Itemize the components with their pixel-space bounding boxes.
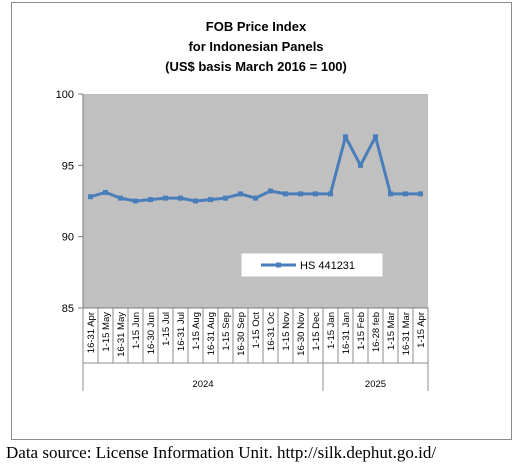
data-point-marker [328, 191, 333, 197]
data-point-marker [223, 195, 228, 201]
data-point-marker [388, 191, 393, 197]
y-tick-label: 90 [62, 232, 74, 244]
x-tick-label: 16-31 Oc [266, 312, 277, 351]
data-source-note: Data source: License Information Unit. h… [6, 443, 437, 462]
y-tick-label: 85 [62, 303, 74, 315]
chart-title-line: for Indonesian Panels [188, 39, 323, 54]
data-point-marker [373, 134, 378, 140]
data-point-marker [418, 191, 423, 197]
x-tick-label: 1-15 Sep [221, 312, 232, 351]
x-tick-label: 16-30 Nov [296, 312, 307, 356]
data-point-marker [403, 191, 408, 197]
x-tick-label: 1-15 Feb [356, 312, 367, 350]
chart-svg: FOB Price Index for Indonesian Panels (US$… [56, 19, 429, 391]
data-point-marker [103, 189, 108, 195]
x-tick-label: 1-15 Jun [131, 312, 142, 349]
y-tick-label: 100 [56, 89, 74, 101]
y-tick-label: 95 [62, 160, 74, 172]
x-tick-label: 1-15 Apr [416, 312, 427, 348]
x-tick-label: 1-15 Dec [311, 312, 322, 351]
x-tick-label: 16-31 Jan [341, 312, 352, 354]
data-point-marker [193, 198, 198, 204]
legend-label: HS 441231 [300, 260, 355, 272]
x-tick-label: 16-30 Jun [146, 312, 157, 354]
chart-title-line: (US$ basis March 2016 = 100) [165, 59, 347, 74]
data-point-marker [88, 194, 93, 200]
x-group-label: 2024 [192, 379, 213, 390]
data-point-marker [283, 191, 288, 197]
x-tick-label: 1-15 Oct [251, 312, 262, 349]
data-point-marker [148, 197, 153, 203]
data-point-marker [238, 191, 243, 197]
data-point-marker [253, 195, 258, 201]
x-tick-label: 1-15 Mar [386, 312, 397, 350]
x-tick-label: 1-15 May [101, 312, 112, 352]
legend-marker-swatch [276, 262, 281, 268]
chart-title-line: FOB Price Index [206, 19, 307, 34]
data-point-marker [343, 134, 348, 140]
data-point-marker [118, 195, 123, 201]
x-tick-label: 16-31 May [116, 312, 127, 357]
x-tick-label: 1-15 Aug [191, 312, 202, 350]
x-tick-label: 16-28 feb [371, 312, 382, 352]
x-tick-label: 16-31 Aug [206, 312, 217, 355]
x-tick-label: 16-31 Jul [176, 312, 187, 351]
data-point-marker [313, 191, 318, 197]
data-point-marker [178, 195, 183, 201]
x-tick-label: 1-15 Jul [161, 312, 172, 346]
data-point-marker [298, 191, 303, 197]
data-point-marker [358, 162, 363, 168]
data-point-marker [163, 195, 168, 201]
x-tick-label: 16-31 Apr [86, 312, 97, 353]
x-tick-label: 1-15 Jan [326, 312, 337, 349]
x-group-label: 2025 [365, 379, 386, 390]
x-tick-label: 16-30 Sep [236, 312, 247, 356]
x-tick-label: 16-31 Mar [401, 312, 412, 355]
data-point-marker [133, 198, 138, 204]
data-point-marker [268, 188, 273, 194]
x-tick-label: 1-15 Nov [281, 312, 292, 351]
chart-frame: FOB Price Index for Indonesian Panels (US$… [11, 2, 512, 440]
data-point-marker [208, 197, 213, 203]
